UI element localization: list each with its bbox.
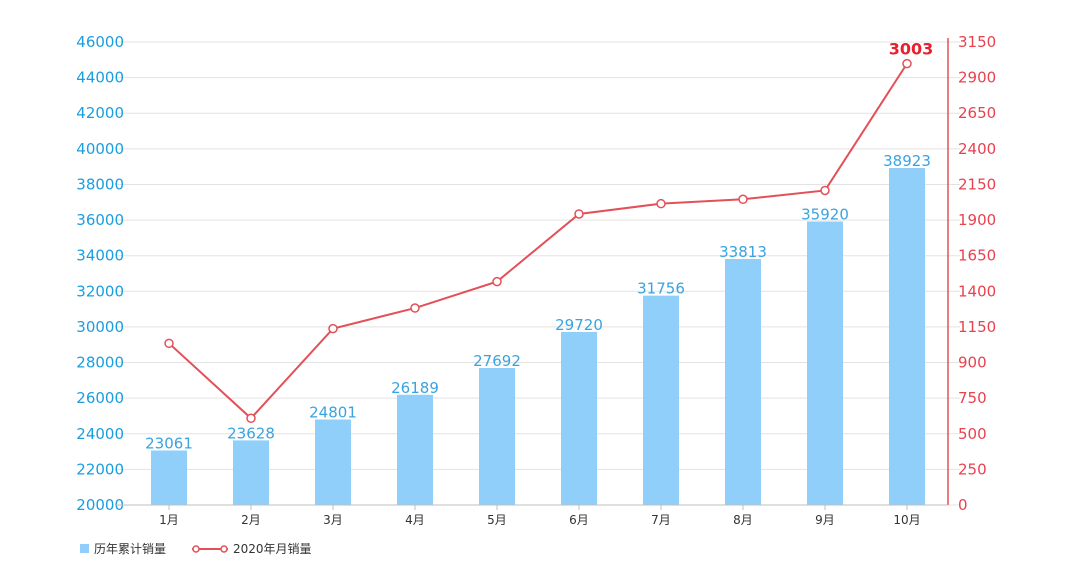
bar-value-label: 24801 <box>309 404 357 422</box>
line-point <box>410 303 420 313</box>
x-tick-label: 10月 <box>893 513 920 527</box>
y-left-tick-label: 28000 <box>76 354 124 372</box>
bar-value-label: 33813 <box>719 243 767 261</box>
legend-line-label: 2020年月销量 <box>233 542 312 556</box>
bar-value-label: 23628 <box>227 424 275 442</box>
x-tick-label: 3月 <box>323 513 343 527</box>
y-right-tick-label: 500 <box>958 425 987 443</box>
line-point <box>738 194 748 205</box>
legend-bar-label: 历年累计销量 <box>94 542 166 556</box>
line-point <box>902 58 912 69</box>
y-right-tick-label: 2900 <box>958 69 996 87</box>
left-axis: 20000 22000 24000 26000 28000 30000 32000 34000… <box>76 33 124 514</box>
y-right-tick-label: 750 <box>958 389 987 407</box>
y-left-tick-label: 22000 <box>76 460 124 478</box>
bar-data-labels: 23061 23628 24801 26189 27692 29720 31756 33813… <box>145 152 931 452</box>
line-path <box>168 63 908 420</box>
bar <box>151 450 187 505</box>
y-left-tick-label: 44000 <box>76 69 124 87</box>
bar-value-label: 35920 <box>801 206 849 224</box>
y-right-tick-label: 3150 <box>958 33 996 51</box>
legend-line-marker-left <box>192 545 200 553</box>
bar-value-label: 27692 <box>473 352 521 370</box>
x-tick-label: 6月 <box>569 513 589 527</box>
x-axis: 1月 2月 3月 4月 5月 6月 7月 8月 9月 10月 <box>116 504 948 527</box>
y-left-tick-label: 26000 <box>76 389 124 407</box>
legend: 历年累计销量 2020年月销量 <box>80 542 312 556</box>
line-peak-label: 3003 <box>889 40 934 59</box>
y-left-tick-label: 30000 <box>76 318 124 336</box>
bar-value-label: 31756 <box>637 280 685 298</box>
line-point <box>820 185 830 196</box>
legend-line-marker-right <box>220 545 228 553</box>
line-point <box>164 338 174 349</box>
y-left-tick-label: 36000 <box>76 211 124 229</box>
x-tick-label: 8月 <box>733 513 753 527</box>
bar <box>315 419 351 505</box>
y-right-tick-label: 250 <box>958 460 987 478</box>
x-tick-label: 2月 <box>241 513 261 527</box>
bar <box>807 221 843 506</box>
line-series: 3003 <box>164 40 934 424</box>
y-right-tick-label: 1400 <box>958 282 996 300</box>
bar <box>479 368 515 505</box>
bar-series <box>151 168 925 506</box>
y-right-tick-label: 1150 <box>958 318 996 336</box>
line-point <box>246 413 256 424</box>
bar <box>397 394 433 505</box>
line-point <box>574 209 584 219</box>
bar <box>561 331 597 505</box>
x-tick-label: 7月 <box>651 513 671 527</box>
bar-value-label: 26189 <box>391 379 439 397</box>
bar-value-label: 23061 <box>145 434 193 452</box>
line-point <box>328 323 338 334</box>
y-right-tick-label: 1650 <box>958 247 996 265</box>
y-right-tick-label: 2650 <box>958 104 996 122</box>
y-left-tick-label: 32000 <box>76 282 124 300</box>
x-tick-label: 5月 <box>487 513 507 527</box>
y-right-tick-label: 900 <box>958 354 987 372</box>
y-left-tick-label: 38000 <box>76 175 124 193</box>
bar-value-label: 38923 <box>883 152 931 170</box>
line-point <box>656 198 666 209</box>
x-tick-label: 4月 <box>405 513 425 527</box>
y-right-tick-label: 2400 <box>958 140 996 158</box>
y-left-tick-label: 42000 <box>76 104 124 122</box>
bar <box>233 440 269 505</box>
bar <box>725 259 761 505</box>
line-point <box>492 276 502 287</box>
right-axis: 0 250 500 750 900 1150 1400 1650 1900 2150 2400 265… <box>947 33 996 514</box>
legend-bar-swatch <box>80 544 89 553</box>
y-left-tick-label: 46000 <box>76 33 124 51</box>
y-left-tick-label: 20000 <box>76 496 124 514</box>
x-tick-label: 9月 <box>815 513 835 527</box>
bar <box>643 295 679 505</box>
y-right-tick-label: 2150 <box>958 175 996 193</box>
y-right-tick-label: 1900 <box>958 211 996 229</box>
x-tick-label: 1月 <box>159 513 179 527</box>
bar <box>889 168 925 506</box>
y-right-tick-label: 0 <box>958 496 968 514</box>
y-left-tick-label: 40000 <box>76 140 124 158</box>
y-left-tick-label: 24000 <box>76 425 124 443</box>
y-left-tick-label: 34000 <box>76 247 124 265</box>
gridlines <box>116 41 960 506</box>
bar-value-label: 29720 <box>555 316 603 334</box>
